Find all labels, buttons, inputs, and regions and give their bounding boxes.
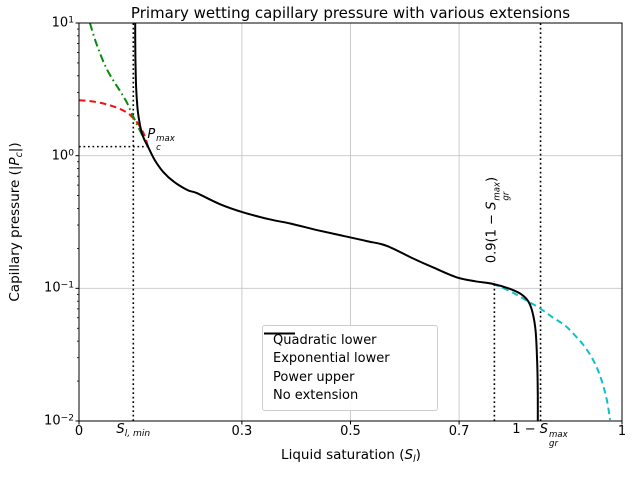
x-tick-label: 1 bbox=[617, 424, 627, 439]
x-tick-label: 0.7 bbox=[448, 424, 470, 439]
legend-label: Quadratic lower bbox=[273, 332, 377, 348]
legend-label: No extension bbox=[273, 388, 359, 404]
legend-item-no_extension: No extension bbox=[264, 332, 427, 406]
sl-min-label: Sl, min bbox=[116, 422, 151, 439]
y-tick-label: 10−1 bbox=[44, 280, 74, 296]
series-exponential_lower bbox=[88, 22, 149, 148]
x-tick-label: 0.5 bbox=[340, 424, 361, 439]
y-tick-label: 10−2 bbox=[44, 413, 74, 429]
legend-item-power_upper: Power upper bbox=[264, 332, 427, 387]
series-no_extension bbox=[134, 22, 539, 422]
chart-title: Primary wetting capillary pressure with … bbox=[130, 4, 571, 22]
legend-label: Power upper bbox=[273, 369, 355, 385]
x-axis-label: Liquid saturation (Sl) bbox=[281, 447, 421, 465]
legend-item-quadratic_lower: Quadratic lower bbox=[264, 331, 427, 350]
x-tick-label: 0.3 bbox=[231, 424, 253, 439]
y-tick-label: 101 bbox=[51, 15, 74, 31]
legend-item-exponential_lower: Exponential lower bbox=[264, 332, 427, 369]
y-tick-label: 100 bbox=[51, 148, 74, 164]
series-quadratic_lower bbox=[78, 99, 149, 147]
legend-label: Exponential lower bbox=[273, 351, 390, 367]
legend: Quadratic lower Exponential lower Power up… bbox=[262, 325, 438, 411]
y-axis-label: Capillary pressure (|Pc|) bbox=[7, 142, 25, 302]
x-tick-label: 0 bbox=[74, 424, 84, 439]
legend-line-sample bbox=[264, 332, 295, 335]
series-power_upper bbox=[492, 282, 612, 421]
